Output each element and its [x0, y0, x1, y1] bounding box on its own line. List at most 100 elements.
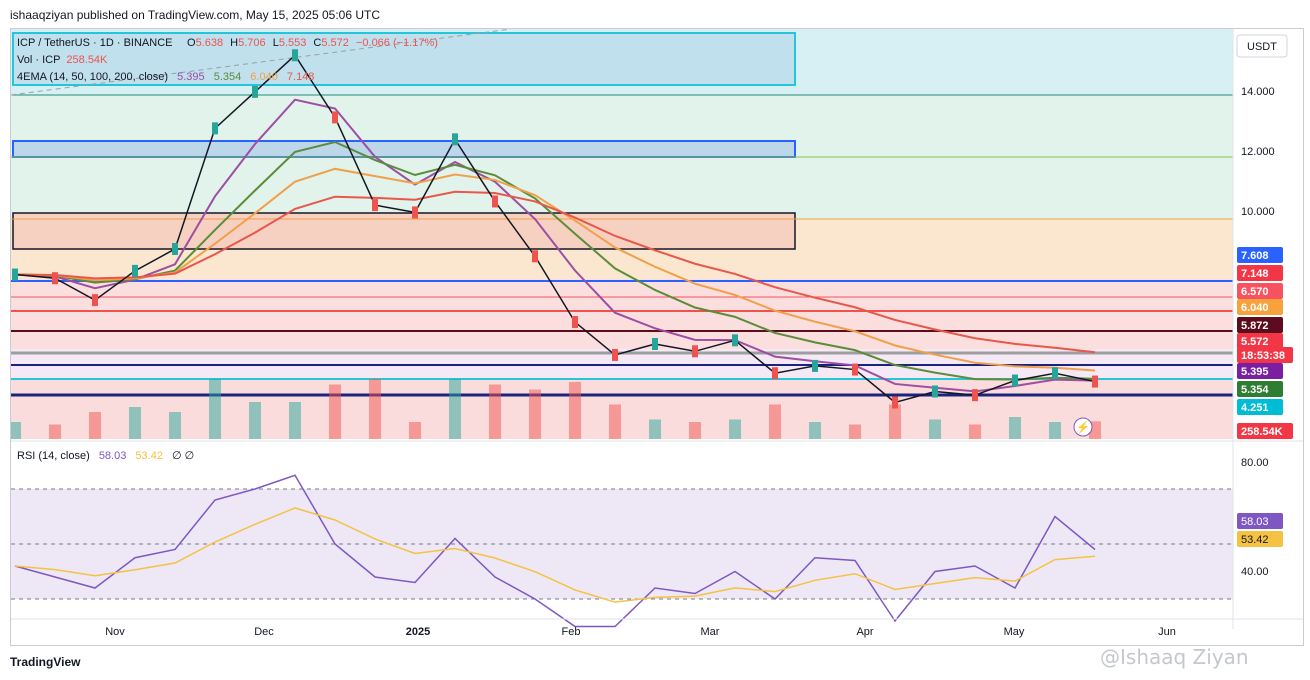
volume-bar	[369, 379, 381, 439]
lightning-glyph: ⚡	[1076, 421, 1090, 434]
chart-container[interactable]: USDT 14.000 12.000 10.000 7.608 7.148 6.57…	[9, 28, 1304, 646]
price-tick-10: 10.000	[1241, 206, 1275, 218]
price-tick-14: 14.000	[1241, 86, 1275, 98]
volume-bar	[929, 419, 941, 439]
rsi-line	[14, 474, 1096, 628]
volume-bar	[1009, 417, 1021, 439]
watermark: @Ishaaq Ziyan	[1100, 645, 1249, 669]
volume-bar	[889, 404, 901, 439]
candle	[12, 268, 18, 281]
legend-symbol[interactable]: ICP / TetherUS · 1D · BINANCE	[17, 37, 172, 49]
time-tick-dec: Dec	[254, 626, 274, 638]
candle	[172, 242, 178, 255]
candle	[1012, 374, 1018, 387]
legend-volume[interactable]: Vol · ICP 258.54K	[17, 54, 108, 66]
legend-rsi[interactable]: RSI (14, close) 58.03 53.42 ∅ ∅	[17, 450, 194, 462]
time-tick-mar: Mar	[701, 626, 720, 638]
price-badge	[1237, 333, 1283, 349]
price-badge	[1237, 423, 1293, 439]
box-resistance-12[interactable]	[12, 140, 796, 158]
price-badge	[1237, 363, 1283, 379]
volume-bar	[649, 419, 661, 439]
candle	[732, 334, 738, 347]
candle	[492, 195, 498, 208]
volume-bar	[449, 379, 461, 439]
volume-bar	[129, 407, 141, 439]
rsi-tick-40: 40.00	[1241, 566, 1269, 578]
tradingview-logo: TradingView	[10, 655, 81, 669]
volume-bar	[809, 422, 821, 439]
candle	[332, 111, 338, 124]
candle	[132, 264, 138, 277]
price-badge-text: 5.872	[1241, 320, 1269, 332]
rsi-ma-line	[14, 507, 1096, 603]
time-tick-jun: Jun	[1158, 626, 1176, 638]
legend-ohlc: O5.638 H5.706 L5.553 C5.572 −0.066 (−1.1…	[187, 37, 438, 49]
rsi-axis: 80.00 40.00 58.03 53.42	[1237, 457, 1283, 578]
candle	[692, 345, 698, 358]
price-badge	[1237, 381, 1283, 397]
candle	[372, 199, 378, 212]
chart-legend[interactable]: ICP / TetherUS · 1D · BINANCE O5.638 H5.…	[17, 37, 438, 462]
volume-bar	[729, 419, 741, 439]
ema14-line	[14, 98, 1096, 393]
volume-bar	[49, 424, 61, 439]
volume-bar	[1049, 422, 1061, 439]
legend-ema[interactable]: 4EMA (14, 50, 100, 200, close) 5.395 5.3…	[17, 71, 314, 83]
volume-bar	[209, 379, 221, 439]
price-badge-text: 6.570	[1241, 286, 1269, 298]
trendline-dashed[interactable]	[10, 28, 512, 96]
candle	[52, 272, 58, 285]
time-tick-2025: 2025	[406, 626, 430, 638]
time-tick-apr: Apr	[856, 626, 873, 638]
volume-bar	[569, 382, 581, 439]
price-badge	[1237, 317, 1283, 333]
currency-button[interactable]	[1236, 34, 1288, 58]
volume-bar	[529, 389, 541, 439]
box-resistance-10[interactable]	[12, 212, 796, 250]
drawing-zones	[10, 28, 1233, 439]
volume-bar	[9, 422, 21, 439]
ema-lines	[14, 98, 1096, 393]
price-axis[interactable]: USDT 14.000 12.000 10.000 7.608 7.148 6.57…	[1236, 34, 1293, 439]
candle	[292, 49, 298, 62]
price-badges: 7.608 7.148 6.570 6.040 5.872 5.572 18:53:38 5.…	[1237, 247, 1293, 439]
price-badge-text: 5.395	[1241, 366, 1269, 378]
time-tick-feb: Feb	[562, 626, 581, 638]
volume-bar	[489, 384, 501, 439]
price-badge-text: 4.251	[1241, 402, 1269, 414]
ema200-line	[14, 190, 1096, 354]
volume-bar	[289, 402, 301, 439]
candle	[612, 348, 618, 361]
price-badge-text: 6.040	[1241, 302, 1269, 314]
volume-bar	[409, 422, 421, 439]
rsi-value-badge-text: 58.03	[1241, 516, 1269, 528]
price-badge-text: 5.354	[1241, 384, 1269, 396]
candle	[532, 250, 538, 263]
publisher-bar: ishaaqziyan published on TradingView.com…	[0, 0, 1310, 28]
rsi-tick-80: 80.00	[1241, 457, 1269, 469]
candle	[652, 337, 658, 350]
lightning-icon[interactable]	[1073, 417, 1093, 437]
volume-bar	[769, 404, 781, 439]
candle	[932, 385, 938, 398]
price-badge-text: 7.148	[1241, 268, 1269, 280]
price-badge	[1237, 265, 1283, 281]
time-axis[interactable]: Nov Dec 2025 Feb Mar Apr May Jun	[105, 626, 1176, 638]
chart-canvas[interactable]: USDT 14.000 12.000 10.000 7.608 7.148 6.57…	[9, 28, 1303, 645]
price-badge	[1237, 247, 1283, 263]
candle	[252, 85, 258, 98]
volume-bars	[9, 379, 1101, 439]
candle	[972, 389, 978, 402]
price-series	[12, 49, 1098, 409]
box-resistance-top[interactable]	[12, 32, 796, 86]
candle	[772, 367, 778, 380]
candle	[1052, 367, 1058, 380]
volume-bar	[329, 384, 341, 439]
candle	[852, 363, 858, 376]
volume-bar	[89, 412, 101, 439]
candle	[1092, 375, 1098, 388]
publisher-text: ishaaqziyan published on TradingView.com…	[10, 8, 381, 22]
zone-pink	[11, 279, 1233, 349]
rsi-ma-badge-text: 53.42	[1241, 534, 1269, 546]
